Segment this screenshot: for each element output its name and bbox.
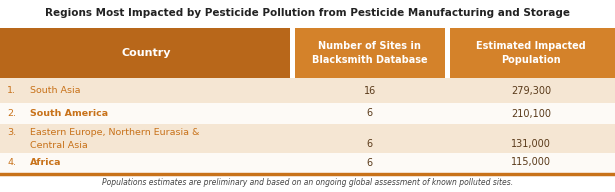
- Text: 16: 16: [363, 85, 376, 95]
- Bar: [290, 28, 295, 78]
- Text: 131,000: 131,000: [511, 139, 551, 149]
- Text: 6: 6: [367, 139, 373, 149]
- Text: 115,000: 115,000: [511, 157, 551, 167]
- Text: Estimated Impacted
Population: Estimated Impacted Population: [476, 41, 586, 65]
- Text: 6: 6: [367, 108, 373, 118]
- Text: Country: Country: [121, 48, 171, 58]
- Bar: [447, 28, 615, 78]
- Text: 6: 6: [367, 157, 373, 167]
- Text: Eastern Europe, Northern Eurasia &
Central Asia: Eastern Europe, Northern Eurasia & Centr…: [30, 128, 199, 150]
- Text: Number of Sites in
Blacksmith Database: Number of Sites in Blacksmith Database: [312, 41, 427, 65]
- Text: Populations estimates are preliminary and based on an ongoing global assessment : Populations estimates are preliminary an…: [102, 178, 513, 187]
- Text: Africa: Africa: [30, 158, 61, 167]
- Text: Regions Most Impacted by Pesticide Pollution from Pesticide Manufacturing and St: Regions Most Impacted by Pesticide Pollu…: [45, 8, 570, 18]
- Bar: [445, 28, 450, 78]
- Text: 210,100: 210,100: [511, 108, 551, 118]
- Bar: [0, 103, 615, 124]
- Bar: [0, 153, 615, 172]
- Text: 1.: 1.: [7, 86, 17, 95]
- Bar: [292, 28, 447, 78]
- Bar: [0, 78, 615, 103]
- Text: South Asia: South Asia: [30, 86, 80, 95]
- Text: 279,300: 279,300: [511, 85, 551, 95]
- Bar: [0, 28, 292, 78]
- Text: 4.: 4.: [7, 158, 17, 167]
- Text: 3.: 3.: [7, 128, 17, 137]
- Text: 2.: 2.: [7, 109, 17, 118]
- Text: South America: South America: [30, 109, 108, 118]
- Bar: [0, 124, 615, 153]
